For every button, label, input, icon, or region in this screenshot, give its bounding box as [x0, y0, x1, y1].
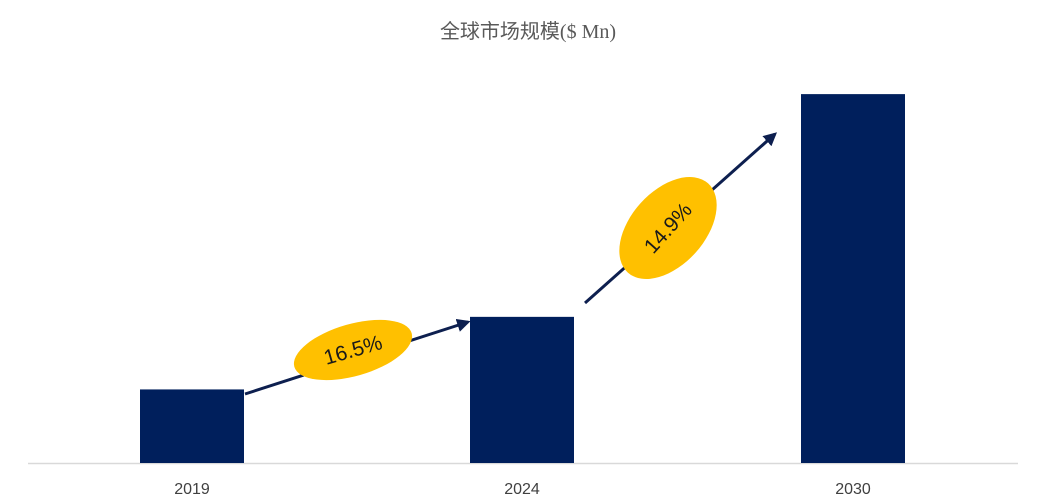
cagr-badge-2019-2024: 16.5% — [293, 319, 413, 381]
x-tick-2024: 2024 — [504, 481, 540, 498]
cagr-ellipse — [619, 176, 717, 280]
bar-2019 — [140, 389, 244, 463]
cagr-ellipse — [293, 319, 413, 381]
x-tick-2030: 2030 — [835, 481, 871, 498]
x-tick-2019: 2019 — [174, 481, 210, 498]
bars-group — [140, 94, 905, 463]
chart-title: 全球市场规模($ Mn) — [440, 20, 616, 43]
x-tick-labels: 2019 2024 2030 — [174, 481, 871, 498]
bar-2024 — [470, 316, 574, 463]
bar-2030 — [801, 94, 905, 463]
cagr-badge-2024-2030: 14.9% — [619, 176, 717, 280]
cagr-annotations: 16.5% 14.9% — [244, 132, 778, 396]
